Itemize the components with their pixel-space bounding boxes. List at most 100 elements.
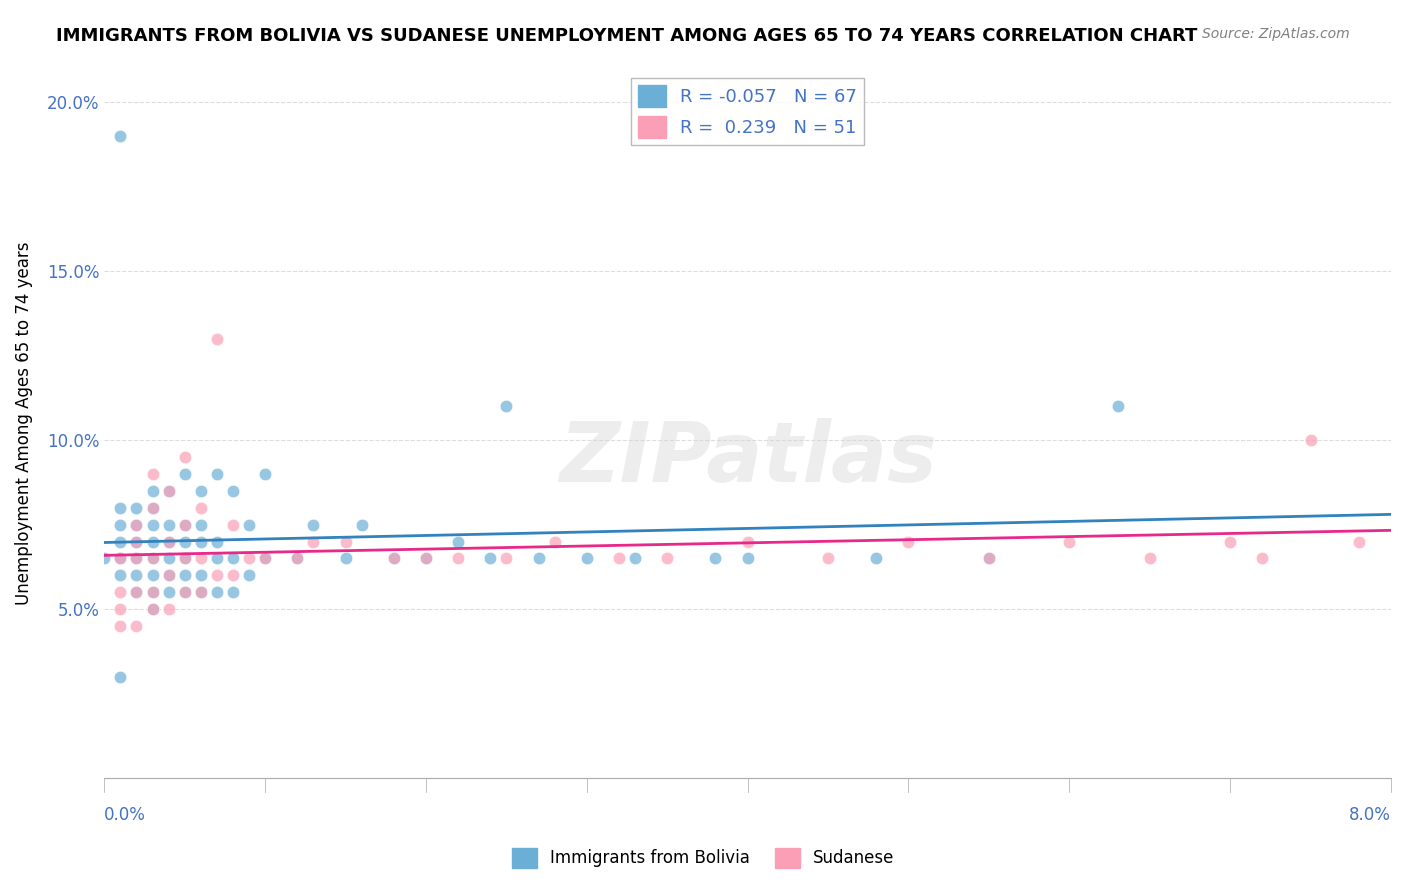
Point	[173, 534, 195, 549]
Point	[1059, 534, 1081, 549]
Point	[157, 534, 180, 549]
Point	[141, 534, 163, 549]
Point	[157, 568, 180, 582]
Point	[110, 534, 132, 549]
Point	[110, 551, 132, 566]
Point	[93, 551, 115, 566]
Text: 8.0%: 8.0%	[1350, 806, 1391, 824]
Point	[447, 551, 470, 566]
Point	[222, 568, 245, 582]
Point	[190, 500, 212, 515]
Point	[205, 534, 228, 549]
Point	[110, 619, 132, 633]
Point	[254, 467, 277, 481]
Point	[141, 483, 163, 498]
Point	[607, 551, 630, 566]
Point	[141, 602, 163, 616]
Point	[222, 483, 245, 498]
Point	[110, 551, 132, 566]
Point	[125, 551, 148, 566]
Point	[302, 534, 325, 549]
Point	[1299, 433, 1322, 447]
Point	[141, 585, 163, 599]
Point	[173, 551, 195, 566]
Point	[222, 551, 245, 566]
Point	[222, 517, 245, 532]
Point	[125, 534, 148, 549]
Point	[110, 500, 132, 515]
Point	[1347, 534, 1369, 549]
Point	[575, 551, 598, 566]
Point	[173, 585, 195, 599]
Point	[543, 534, 565, 549]
Point	[302, 517, 325, 532]
Point	[238, 551, 260, 566]
Point	[141, 602, 163, 616]
Point	[190, 568, 212, 582]
Point	[110, 568, 132, 582]
Point	[495, 400, 517, 414]
Point	[125, 619, 148, 633]
Point	[190, 517, 212, 532]
Point	[415, 551, 437, 566]
Point	[205, 568, 228, 582]
Point	[285, 551, 308, 566]
Point	[254, 551, 277, 566]
Point	[141, 517, 163, 532]
Y-axis label: Unemployment Among Ages 65 to 74 years: Unemployment Among Ages 65 to 74 years	[15, 242, 32, 605]
Point	[125, 585, 148, 599]
Point	[335, 534, 357, 549]
Point	[173, 517, 195, 532]
Point	[737, 551, 759, 566]
Point	[141, 500, 163, 515]
Point	[624, 551, 647, 566]
Point	[157, 483, 180, 498]
Point	[238, 568, 260, 582]
Point	[285, 551, 308, 566]
Point	[157, 517, 180, 532]
Point	[125, 500, 148, 515]
Point	[173, 551, 195, 566]
Legend: Immigrants from Bolivia, Sudanese: Immigrants from Bolivia, Sudanese	[505, 841, 901, 875]
Point	[205, 585, 228, 599]
Text: IMMIGRANTS FROM BOLIVIA VS SUDANESE UNEMPLOYMENT AMONG AGES 65 TO 74 YEARS CORRE: IMMIGRANTS FROM BOLIVIA VS SUDANESE UNEM…	[56, 27, 1198, 45]
Point	[110, 585, 132, 599]
Point	[1219, 534, 1241, 549]
Point	[190, 551, 212, 566]
Point	[157, 568, 180, 582]
Point	[527, 551, 550, 566]
Point	[350, 517, 373, 532]
Point	[141, 551, 163, 566]
Point	[335, 551, 357, 566]
Point	[382, 551, 405, 566]
Point	[238, 517, 260, 532]
Point	[141, 585, 163, 599]
Point	[190, 483, 212, 498]
Point	[173, 450, 195, 464]
Point	[141, 467, 163, 481]
Point	[125, 551, 148, 566]
Point	[865, 551, 887, 566]
Point	[110, 602, 132, 616]
Point	[222, 585, 245, 599]
Point	[157, 534, 180, 549]
Point	[1139, 551, 1161, 566]
Point	[205, 467, 228, 481]
Point	[1251, 551, 1274, 566]
Text: Source: ZipAtlas.com: Source: ZipAtlas.com	[1202, 27, 1350, 41]
Point	[1107, 400, 1129, 414]
Point	[190, 585, 212, 599]
Point	[704, 551, 727, 566]
Point	[125, 585, 148, 599]
Point	[141, 551, 163, 566]
Text: ZIPatlas: ZIPatlas	[558, 418, 936, 500]
Point	[141, 500, 163, 515]
Point	[157, 483, 180, 498]
Point	[190, 585, 212, 599]
Point	[157, 602, 180, 616]
Point	[125, 517, 148, 532]
Point	[977, 551, 1000, 566]
Point	[495, 551, 517, 566]
Point	[254, 551, 277, 566]
Legend: R = -0.057   N = 67, R =  0.239   N = 51: R = -0.057 N = 67, R = 0.239 N = 51	[631, 78, 865, 145]
